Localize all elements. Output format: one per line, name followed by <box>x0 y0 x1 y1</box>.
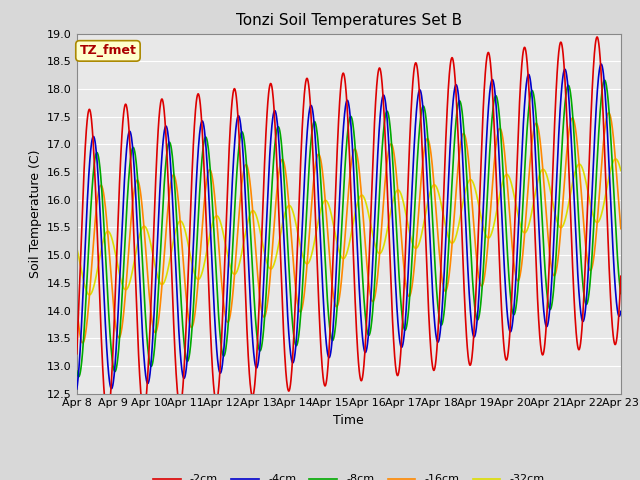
-4cm <box>501 280 509 286</box>
-16cm <box>323 223 331 228</box>
Legend: -2cm, -4cm, -8cm, -16cm, -32cm: -2cm, -4cm, -8cm, -16cm, -32cm <box>148 470 549 480</box>
-16cm <box>602 123 609 129</box>
-16cm <box>601 125 609 131</box>
-32cm <box>338 254 346 260</box>
-32cm <box>617 168 625 173</box>
-32cm <box>73 245 81 251</box>
Line: -2cm: -2cm <box>77 37 621 417</box>
-16cm <box>79 340 86 346</box>
-2cm <box>100 395 108 401</box>
-4cm <box>617 309 625 314</box>
-2cm <box>104 414 111 420</box>
-32cm <box>101 233 109 239</box>
-2cm <box>323 372 331 378</box>
-16cm <box>617 226 625 231</box>
-32cm <box>602 194 609 200</box>
Line: -4cm: -4cm <box>77 64 621 389</box>
-8cm <box>338 227 346 232</box>
-4cm <box>337 159 345 165</box>
-2cm <box>602 166 609 171</box>
-32cm <box>323 199 331 204</box>
-8cm <box>602 78 609 84</box>
-2cm <box>593 34 601 40</box>
Line: -32cm: -32cm <box>77 159 621 295</box>
-2cm <box>338 76 346 82</box>
-8cm <box>602 79 609 84</box>
-4cm <box>601 89 609 95</box>
Title: Tonzi Soil Temperatures Set B: Tonzi Soil Temperatures Set B <box>236 13 462 28</box>
-4cm <box>323 346 331 352</box>
-2cm <box>602 173 609 179</box>
-8cm <box>73 368 81 374</box>
-8cm <box>323 293 331 299</box>
-32cm <box>502 172 509 178</box>
Line: -16cm: -16cm <box>77 113 621 343</box>
-8cm <box>101 239 109 245</box>
-4cm <box>73 386 81 392</box>
-32cm <box>612 156 620 162</box>
Line: -8cm: -8cm <box>77 80 621 377</box>
X-axis label: Time: Time <box>333 414 364 427</box>
-2cm <box>502 355 509 361</box>
-8cm <box>601 77 609 83</box>
-2cm <box>73 351 81 357</box>
-32cm <box>86 292 93 298</box>
-8cm <box>502 214 509 219</box>
-4cm <box>602 93 609 98</box>
-16cm <box>101 199 109 205</box>
-16cm <box>338 276 346 282</box>
-8cm <box>617 290 625 296</box>
-2cm <box>617 273 625 279</box>
-4cm <box>100 305 108 311</box>
-16cm <box>502 158 509 164</box>
Text: TZ_fmet: TZ_fmet <box>79 44 136 58</box>
-16cm <box>605 110 612 116</box>
Y-axis label: Soil Temperature (C): Soil Temperature (C) <box>29 149 42 278</box>
-4cm <box>597 61 605 67</box>
-8cm <box>75 374 83 380</box>
-32cm <box>601 195 609 201</box>
-16cm <box>73 303 81 309</box>
